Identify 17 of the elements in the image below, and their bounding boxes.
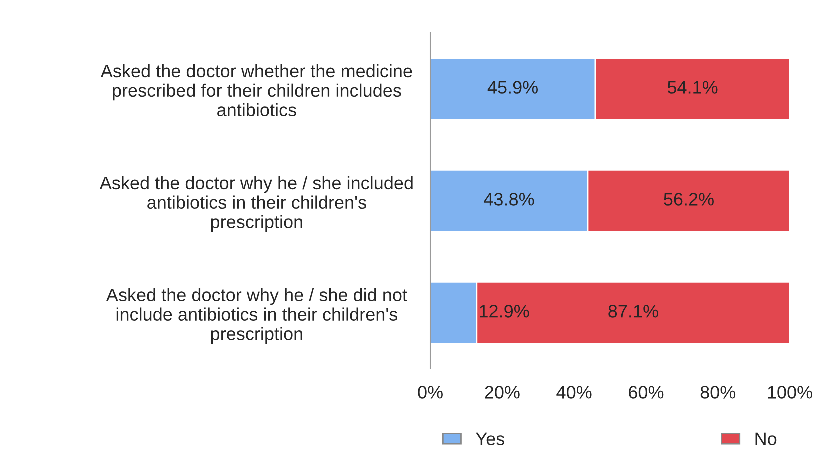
legend-label: No — [756, 432, 777, 446]
data-label: 87.1% — [608, 305, 658, 318]
x-tick-label: 20% — [485, 386, 520, 399]
y-tick-label: Asked the doctor whether the medicine prescribed for their children includes antibiotics — [100, 64, 412, 117]
x-tick-label: 0% — [418, 386, 443, 399]
x-tick-label: 80% — [700, 386, 736, 399]
x-tick-label: 60% — [629, 386, 664, 399]
data-label: 12.9% — [480, 305, 530, 318]
data-label: 54.1% — [668, 81, 718, 94]
data-label: 45.9% — [488, 81, 538, 94]
y-tick-label: Asked the doctor why he / she did not include antibiotics in their children's prescription — [106, 288, 408, 344]
data-label: 43.8% — [484, 193, 534, 206]
x-tick-label: 100% — [768, 386, 812, 399]
x-tick-label: 40% — [556, 386, 592, 399]
legend-label: Yes — [476, 432, 504, 446]
y-tick-label: Asked the doctor why he / she included antibiotics in their children's prescription — [100, 176, 413, 232]
data-label: 56.2% — [664, 193, 714, 206]
